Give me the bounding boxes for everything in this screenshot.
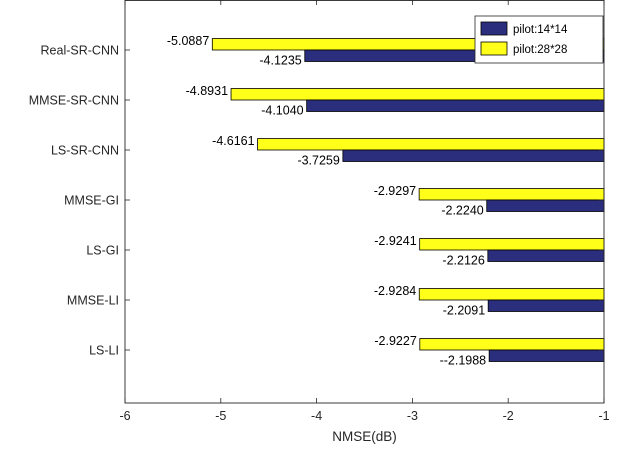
data-label-pilot-14-14-mmse-gi: -2.2240	[441, 204, 483, 218]
x-axis-title: NMSE(dB)	[332, 429, 397, 444]
x-tick-label: -1	[598, 409, 609, 423]
x-tick-label: -2	[503, 409, 514, 423]
data-label-pilot-28-28-ls-li: -2.9227	[374, 334, 416, 348]
x-tick-label: -6	[119, 409, 130, 423]
data-label-pilot-28-28-real-sr-cnn: -5.0887	[167, 34, 209, 48]
data-label-pilot-14-14-ls-sr-cnn: -3.7259	[297, 154, 339, 168]
bar-pilot-28-28-ls-sr-cnn	[257, 138, 605, 151]
legend: pilot:14*14 pilot:28*28	[474, 15, 604, 64]
bar-pilot-14-14-ls-gi	[487, 249, 605, 262]
legend-label-pilot-14-14: pilot:14*14	[513, 24, 568, 36]
legend-label-pilot-28-28: pilot:28*28	[513, 44, 567, 56]
bar-pilot-14-14-mmse-sr-cnn	[306, 99, 605, 112]
axes-box	[124, 0, 605, 404]
data-label-pilot-28-28-ls-sr-cnn: -4.6161	[212, 134, 254, 148]
x-tick-label: -5	[215, 409, 226, 423]
x-tick-label: -3	[407, 409, 418, 423]
data-label-pilot-28-28-mmse-sr-cnn: -4.8931	[186, 84, 228, 98]
data-label-pilot-14-14-mmse-sr-cnn: -4.1040	[261, 104, 303, 118]
bars-layer	[211, 38, 605, 362]
bar-pilot-14-14-ls-li	[488, 349, 605, 362]
bar-pilot-28-28-mmse-gi	[418, 188, 605, 201]
data-labels-layer: -5.0887 -4.1235 -4.8931 -4.1040 -4.6161 -3.72…	[167, 34, 486, 368]
data-label-pilot-14-14-ls-li: --2.1988	[440, 354, 487, 368]
data-label-pilot-14-14-real-sr-cnn: -4.1235	[259, 54, 301, 68]
y-tick-label-ls-sr-cnn: LS-SR-CNN	[51, 144, 119, 158]
data-label-pilot-14-14-ls-gi: -2.2126	[442, 254, 484, 268]
bar-pilot-28-28-mmse-li	[418, 288, 605, 301]
data-label-pilot-28-28-mmse-gi: -2.9297	[374, 184, 416, 198]
bar-pilot-28-28-mmse-sr-cnn	[230, 88, 605, 101]
bar-pilot-14-14-ls-sr-cnn	[342, 149, 605, 162]
bar-pilot-14-14-mmse-li	[487, 299, 605, 312]
data-label-pilot-28-28-ls-gi: -2.9241	[374, 234, 416, 248]
axes-layer: Real-SR-CNN MMSE-SR-CNN LS-SR-CNN MMSE-GI LS…	[29, 0, 610, 444]
y-tick-label-ls-li: LS-LI	[89, 344, 119, 358]
bar-pilot-14-14-mmse-gi	[486, 199, 605, 212]
data-label-pilot-28-28-mmse-li: -2.9284	[374, 284, 416, 298]
bar-pilot-28-28-ls-li	[419, 338, 605, 351]
x-tick-label: -4	[311, 409, 322, 423]
y-tick-label-mmse-li: MMSE-LI	[67, 294, 119, 308]
bar-pilot-28-28-ls-gi	[419, 238, 605, 251]
y-tick-label-ls-gi: LS-GI	[86, 244, 119, 258]
y-tick-label-mmse-sr-cnn: MMSE-SR-CNN	[29, 94, 119, 108]
y-tick-label-real-sr-cnn: Real-SR-CNN	[41, 44, 119, 58]
y-tick-label-mmse-gi: MMSE-GI	[64, 194, 119, 208]
legend-swatch-pilot-14-14	[480, 21, 508, 36]
data-label-pilot-14-14-mmse-li: -2.2091	[443, 304, 485, 318]
legend-swatch-pilot-28-28	[480, 41, 508, 56]
